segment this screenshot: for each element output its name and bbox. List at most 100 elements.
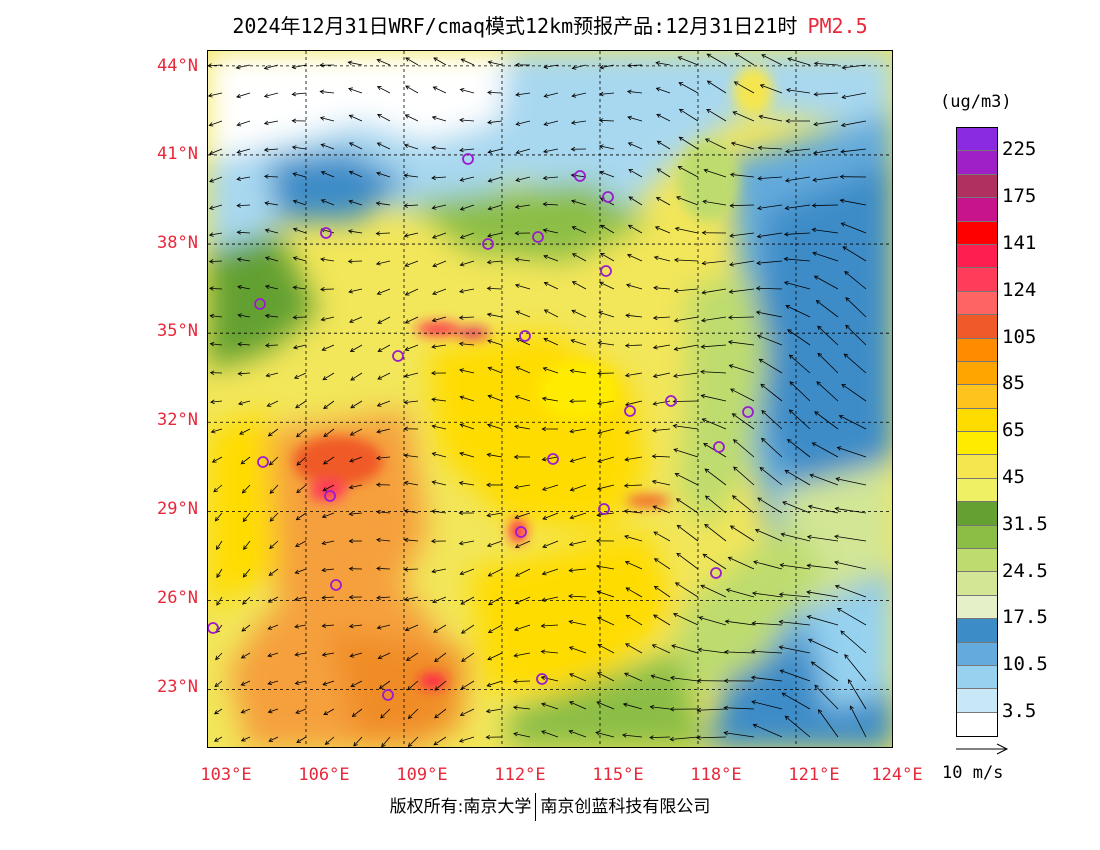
wind-arrow-head: [849, 705, 854, 711]
wind-arrow-head: [781, 692, 787, 697]
wind-arrow: [216, 596, 223, 606]
wind-arrow: [676, 553, 699, 570]
wind-arrow-head: [599, 281, 604, 286]
wind-arrow-head: [723, 678, 729, 684]
wind-arrow: [653, 344, 671, 349]
wind-arrow-head: [838, 415, 844, 420]
wind-arrow: [320, 258, 335, 262]
wind-arrow-head: [375, 231, 381, 236]
wind-arrow-head: [515, 310, 521, 315]
wind-arrow: [570, 484, 587, 491]
wind-arrow-head: [407, 685, 412, 691]
wind-arrow-head: [729, 262, 734, 267]
wind-arrow-head: [836, 608, 842, 613]
wind-arrow: [378, 344, 391, 352]
wind-arrow: [405, 344, 419, 351]
legend-swatch: [957, 408, 997, 433]
wind-arrow: [513, 680, 531, 682]
wind-arrow: [215, 652, 223, 660]
wind-arrow-head: [751, 700, 756, 705]
wind-arrow-head: [623, 672, 629, 677]
wind-arrow-head: [677, 56, 683, 61]
station-marker: [254, 298, 266, 310]
lat-label-38: 38°N: [157, 233, 198, 253]
wind-arrow-head: [752, 723, 758, 728]
legend-tick-label: 175: [1002, 185, 1037, 208]
wind-arrow: [377, 114, 391, 122]
wind-arrow-head: [541, 571, 547, 576]
wind-arrow: [628, 224, 643, 234]
wind-arrow-head: [834, 560, 839, 565]
wind-arrow: [516, 311, 531, 318]
wind-arrow: [760, 84, 783, 94]
wind-arrow: [697, 708, 727, 711]
wind-arrow: [268, 708, 279, 713]
wind-arrow-head: [784, 178, 790, 183]
wind-arrow-head: [486, 259, 492, 265]
wind-arrow: [209, 287, 223, 290]
wind-arrow-head: [628, 169, 634, 174]
wind-arrow: [625, 344, 643, 347]
wind-arrow-head: [656, 168, 662, 173]
wind-arrow: [350, 372, 363, 381]
wind-arrow: [209, 176, 223, 183]
wind-arrow-head: [458, 738, 464, 743]
wind-arrow-head: [624, 429, 630, 435]
wind-arrow: [516, 148, 531, 154]
wind-arrow: [322, 568, 335, 571]
wind-arrow: [808, 639, 839, 654]
wind-arrow: [432, 481, 447, 486]
wind-arrow-head: [757, 497, 762, 502]
wind-arrow: [264, 175, 279, 178]
wind-arrow: [729, 288, 755, 293]
wind-arrow: [785, 148, 811, 153]
lon-label-109: 109°E: [396, 765, 448, 785]
wind-arrow-head: [628, 196, 634, 201]
wind-arrow-head: [347, 229, 353, 234]
wind-arrow: [730, 388, 755, 402]
wind-arrow: [322, 624, 335, 627]
wind-arrow: [543, 338, 559, 346]
wind-arrow-head: [264, 284, 270, 290]
wind-arrow: [265, 257, 279, 262]
wind-arrow: [238, 372, 251, 375]
wind-arrow: [320, 117, 335, 122]
wind-arrow-head: [243, 545, 248, 551]
wind-arrow: [755, 529, 783, 542]
wind-arrow: [460, 423, 475, 430]
wind-arrow-head: [811, 442, 817, 447]
wind-arrow-head: [405, 57, 410, 62]
wind-arrow: [269, 484, 279, 494]
wind-arrow: [756, 311, 783, 318]
wind-arrow: [780, 670, 811, 682]
wind-arrow-head: [213, 737, 219, 742]
wind-arrow-head: [597, 430, 603, 435]
wind-arrow: [322, 680, 335, 686]
wind-arrow-head: [487, 394, 493, 399]
wind-arrow-head: [596, 486, 602, 491]
wind-arrow-head: [751, 591, 757, 596]
wind-arrow: [459, 369, 475, 374]
wind-arrow-head: [598, 311, 603, 316]
wind-arrow-head: [811, 227, 817, 233]
wind-arrow: [651, 675, 671, 682]
wind-arrow-head: [513, 731, 518, 737]
wind-arrow: [676, 498, 699, 514]
chart-title: 2024年12月31日WRF/cmaq模式12km预报产品:12月31日21时 P…: [0, 10, 1100, 39]
wind-arrow-head: [750, 675, 756, 680]
wind-arrow-head: [350, 683, 356, 688]
wind-arrow-head: [542, 202, 548, 207]
wind-arrow-head: [704, 495, 710, 500]
wind-arrow: [760, 383, 783, 402]
lat-label-29: 29°N: [157, 499, 198, 519]
wind-arrow-head: [653, 585, 659, 591]
wind-arrow-head: [569, 428, 575, 434]
wind-arrow: [753, 724, 783, 738]
legend-tick-label: 45: [1002, 466, 1025, 488]
wind-arrow-head: [376, 171, 381, 176]
wind-arrow-head: [728, 289, 734, 294]
wind-arrow-head: [375, 261, 381, 266]
wind-arrow: [295, 652, 307, 656]
wind-arrow: [237, 258, 251, 262]
wind-arrow-head: [806, 534, 812, 540]
